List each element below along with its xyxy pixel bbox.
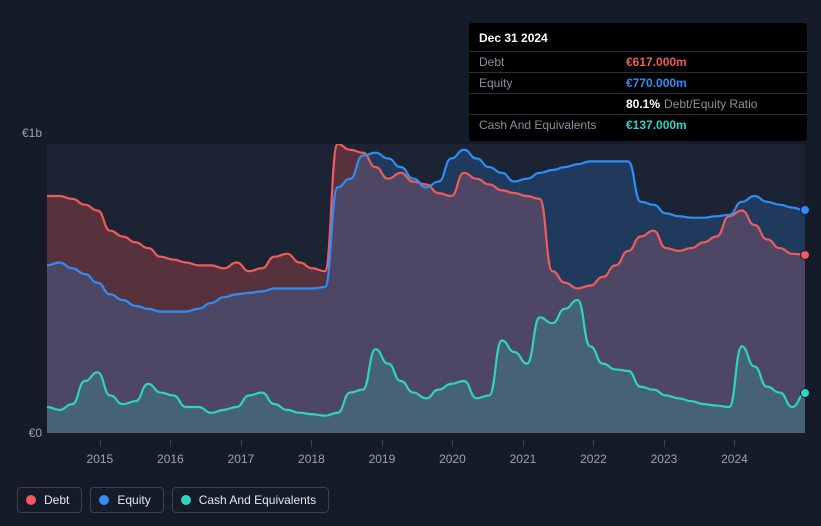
x-tick: 2017	[221, 452, 261, 466]
tooltip-row-debt: Debt €617.000m	[469, 51, 807, 72]
legend-item-equity[interactable]: Equity	[90, 487, 163, 513]
x-tick: 2021	[503, 452, 543, 466]
tooltip-label: Debt	[479, 55, 626, 69]
legend-label: Debt	[44, 493, 69, 507]
legend: Debt Equity Cash And Equivalents	[17, 487, 329, 513]
endpoint-equity	[800, 205, 810, 215]
endpoint-cash	[800, 388, 810, 398]
legend-swatch	[99, 495, 109, 505]
x-tick: 2024	[714, 452, 754, 466]
tooltip-ratio-label: Debt/Equity Ratio	[664, 97, 757, 111]
legend-label: Equity	[117, 493, 150, 507]
tooltip-label: Equity	[479, 76, 626, 90]
tooltip-value-debt: €617.000m	[626, 55, 687, 69]
x-tick: 2018	[291, 452, 331, 466]
x-tick: 2022	[573, 452, 613, 466]
plot-area[interactable]	[47, 144, 805, 433]
legend-swatch	[26, 495, 36, 505]
tooltip-date: Dec 31 2024	[469, 31, 807, 51]
x-tick: 2020	[432, 452, 472, 466]
legend-item-cash[interactable]: Cash And Equivalents	[172, 487, 329, 513]
legend-swatch	[181, 495, 191, 505]
tooltip-ratio-pct: 80.1%	[626, 97, 660, 111]
endpoint-debt	[800, 250, 810, 260]
tooltip-row-ratio: 80.1% Debt/Equity Ratio	[469, 93, 807, 114]
x-tick: 2015	[80, 452, 120, 466]
x-tick: 2019	[362, 452, 402, 466]
legend-label: Cash And Equivalents	[199, 493, 316, 507]
x-axis: 2015 2016 2017 2018 2019 2020 2021 2022 2023 2024	[47, 440, 805, 470]
chart-container: €1b €0 201520162017201820192020202120222…	[17, 118, 807, 513]
x-tick: 2016	[150, 452, 190, 466]
tooltip-label	[479, 97, 626, 111]
tooltip-row-equity: Equity €770.000m	[469, 72, 807, 93]
tooltip-value-equity: €770.000m	[626, 76, 687, 90]
y-axis-label-bottom: €0	[12, 426, 42, 440]
y-axis-label-top: €1b	[12, 126, 42, 140]
legend-item-debt[interactable]: Debt	[17, 487, 82, 513]
x-tick: 2023	[644, 452, 684, 466]
